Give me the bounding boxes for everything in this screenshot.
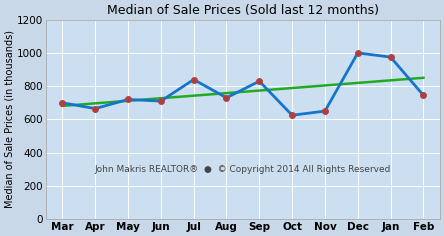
Text: John Makris REALTOR®  ●  © Copyright 2014 All Rights Reserved: John Makris REALTOR® ● © Copyright 2014 … bbox=[95, 165, 391, 174]
Title: Median of Sale Prices (Sold last 12 months): Median of Sale Prices (Sold last 12 mont… bbox=[107, 4, 379, 17]
Y-axis label: Median of Sale Prices (in thousands): Median of Sale Prices (in thousands) bbox=[4, 30, 14, 208]
